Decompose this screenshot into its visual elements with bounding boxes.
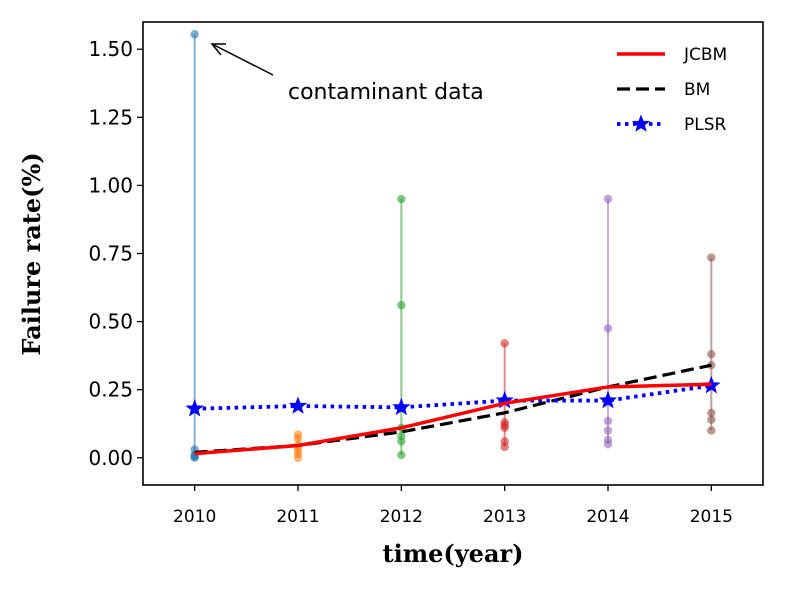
- x-tick-label: 2015: [690, 507, 733, 527]
- observed-point: [500, 442, 509, 452]
- y-axis: 0.00 0.25 0.50 0.75 1.00 1.25 1.50: [88, 37, 143, 470]
- legend: JCBM BM PLSR: [617, 45, 727, 135]
- y-tick-label: 0.00: [88, 446, 133, 470]
- observed-point: [397, 450, 406, 460]
- y-tick-label: 0.25: [88, 378, 133, 402]
- y-axis-title: Failure rate(%): [17, 152, 46, 355]
- legend-marker-plsr: [631, 114, 651, 132]
- series-marker-plsr: [185, 399, 204, 417]
- observed-point: [397, 301, 406, 310]
- x-tick-label: 2012: [380, 507, 423, 527]
- y-tick-label: 0.75: [88, 242, 133, 266]
- observed-point: [707, 415, 716, 424]
- legend-label-plsr: PLSR: [684, 115, 727, 135]
- observed-point: [397, 194, 406, 204]
- annotation-text: contaminant data: [288, 80, 484, 105]
- y-tick-label: 1.00: [88, 173, 133, 197]
- observed-point: [707, 253, 716, 262]
- series-marker-plsr: [598, 390, 618, 409]
- x-tick-label: 2011: [276, 507, 319, 527]
- annotation-arrow-head: [210, 43, 226, 56]
- x-tick-label: 2014: [586, 507, 629, 527]
- observed-point: [707, 408, 716, 418]
- observed-point: [707, 426, 716, 435]
- line-layer: [185, 363, 721, 456]
- annotation-arrow-line: [213, 44, 274, 76]
- observed-point: [293, 434, 303, 443]
- observed-point: [707, 360, 716, 370]
- series-line-jcbm: [194, 382, 712, 456]
- observed-point: [500, 423, 509, 433]
- observed-point: [603, 194, 613, 204]
- x-axis: 2010 2011 2012 2013 2014 2015: [173, 485, 733, 527]
- observed-point: [603, 439, 613, 449]
- observed-point: [190, 453, 199, 462]
- observed-point: [397, 437, 406, 446]
- observed-point: [500, 339, 509, 348]
- observed-point: [293, 453, 303, 462]
- y-tick-label: 0.50: [88, 310, 133, 334]
- y-tick-label: 1.25: [88, 105, 133, 129]
- series-line-bm: [194, 363, 712, 454]
- series-line-plsr: [194, 383, 712, 411]
- y-tick-label: 1.50: [88, 37, 133, 61]
- legend-label-jcbm: JCBM: [683, 45, 727, 65]
- observed-point: [603, 416, 613, 426]
- observed-point: [603, 324, 613, 333]
- observed-point: [190, 30, 199, 39]
- x-axis-title: time(year): [383, 539, 524, 568]
- x-tick-label: 2010: [173, 507, 216, 527]
- legend-label-bm: BM: [684, 80, 710, 100]
- x-tick-label: 2013: [483, 507, 526, 527]
- observed-point: [603, 426, 613, 435]
- series-marker-plsr: [392, 397, 411, 416]
- annotation: contaminant data: [210, 43, 484, 105]
- observed-point: [707, 350, 716, 359]
- series-marker-plsr: [288, 396, 308, 414]
